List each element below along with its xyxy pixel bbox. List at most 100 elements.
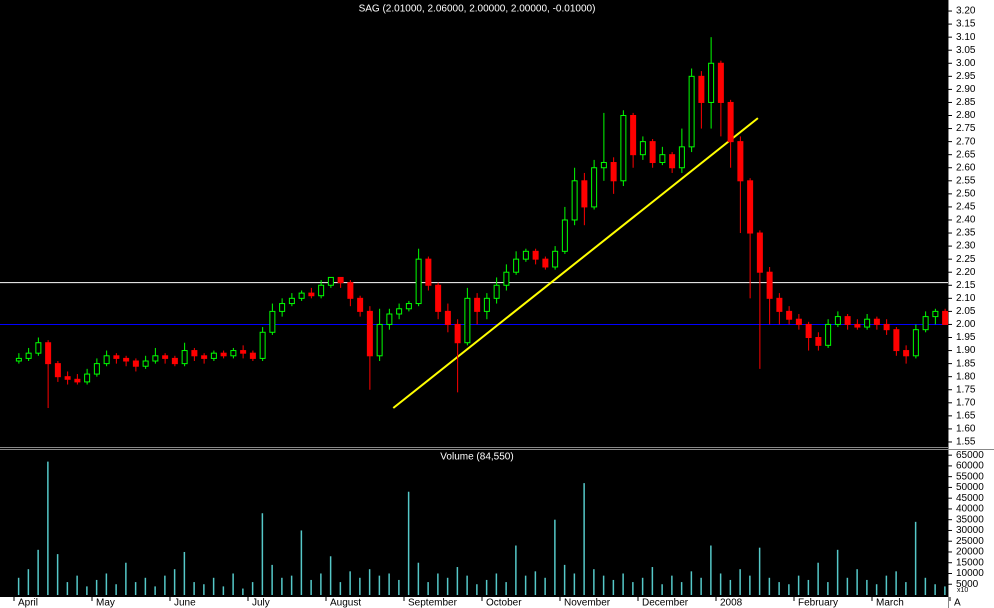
volume-bar [563,564,566,595]
candle-body [64,376,71,380]
volume-bar [875,584,878,595]
candle-body [288,297,295,305]
y-tick-label: 55000 [956,471,984,482]
candle-body [883,323,890,331]
volume-bar [417,562,420,595]
y-tick-label: 1.95 [956,332,976,343]
candle-body [318,284,325,297]
volume-bar [76,575,78,595]
candle-body [727,101,734,143]
candle-body [308,292,315,297]
volume-bar [758,547,761,595]
volume-bar [359,577,361,595]
candle-body [386,313,393,325]
volume-bar [680,582,683,595]
chart-title: SAG (2.01000, 2.06000, 2.00000, 2.00000,… [359,4,596,15]
candle-body [327,276,334,286]
candle-body [649,141,656,164]
y-tick-label: 2.30 [956,241,976,252]
volume-bar [164,575,166,595]
date-panel [0,597,994,608]
candle-body [84,373,91,383]
volume-bar [17,577,20,595]
y-tick-label: 50000 [956,482,984,493]
candle-body [571,180,578,221]
y-tick-label: 2.85 [956,97,976,108]
candle-body [873,318,880,325]
volume-bar [622,573,624,595]
candle-body [776,297,783,312]
candle-body [893,329,900,352]
y-tick-label: 3.10 [956,32,976,43]
y-tick-label: 35000 [956,514,984,525]
y-tick-label: 25000 [956,536,984,547]
candle-body [435,284,442,312]
candle-body [240,350,247,354]
volume-bar [193,582,195,595]
volume-bar [807,579,810,595]
volume-bar [154,586,156,595]
volume-bar [456,567,459,595]
candle-body [698,75,705,103]
volume-bar [602,575,605,595]
candle-body [795,318,802,325]
volume-bar [27,569,30,595]
candle-body [610,162,617,182]
volume-axis-note: x10 [957,587,968,594]
volume-bar [290,575,293,595]
candle-body [503,271,510,286]
candle-body [532,250,539,260]
volume-bar [251,582,254,595]
x-tick-label: December [642,598,689,608]
candle-body [230,350,237,357]
candle-body [620,115,627,182]
y-tick-label: 2.60 [956,162,976,173]
y-tick-label: 10000 [956,568,984,579]
candle-body [522,250,529,260]
volume-bar [86,586,88,595]
candle-body [464,297,471,344]
x-tick-label: A [954,598,961,608]
volume-bar [212,577,215,595]
candle-body [766,271,773,299]
volume-bar [232,573,234,595]
y-tick-label: 65000 [956,450,984,461]
y-tick-label: 2.00 [956,319,976,330]
candle-body [561,219,568,252]
candle-body [688,75,695,148]
volume-bar [788,584,790,595]
y-tick-label: 20000 [956,547,984,558]
candle-body [337,276,344,284]
y-tick-label: 1.75 [956,384,976,395]
volume-bar [281,577,283,595]
x-tick-label: May [96,598,115,608]
y-tick-label: 45000 [956,493,984,504]
candle-body [678,146,685,169]
volume-bar [105,573,108,595]
x-tick-label: April [18,598,38,608]
y-tick-label: 1.60 [956,424,976,435]
volume-bar [134,582,137,595]
candle-body [45,342,52,365]
volume-bar [749,575,751,595]
y-tick-label: 1.70 [956,397,976,408]
candle-body [815,337,822,346]
candle-body [347,282,354,299]
y-tick-label: 2.90 [956,84,976,95]
candle-body [366,310,373,357]
volume-bar [710,545,712,595]
volume-bar [719,573,722,595]
volume-bar [700,577,702,595]
candle-body [415,258,422,305]
axis-panel [948,0,994,608]
y-tick-label: 2.15 [956,280,976,291]
volume-bar [320,573,322,595]
y-tick-label: 2.80 [956,110,976,121]
candle-body [639,141,646,156]
volume-bar [398,579,400,595]
candle-body [103,355,110,365]
x-tick-label: 2008 [720,598,743,608]
candle-body [220,352,227,357]
